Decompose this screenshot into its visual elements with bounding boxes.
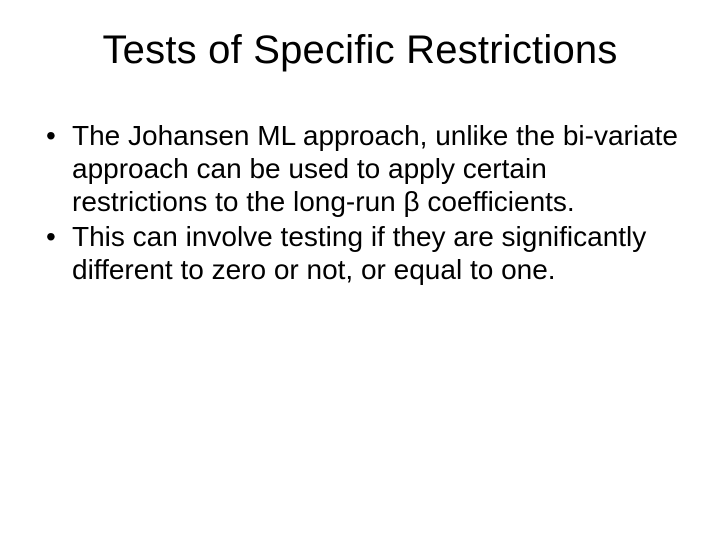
list-item: The Johansen ML approach, unlike the bi-… (44, 119, 680, 218)
list-item: This can involve testing if they are sig… (44, 220, 680, 286)
slide-title: Tests of Specific Restrictions (40, 28, 680, 73)
slide: Tests of Specific Restrictions The Johan… (0, 0, 720, 540)
bullet-list: The Johansen ML approach, unlike the bi-… (40, 119, 680, 286)
